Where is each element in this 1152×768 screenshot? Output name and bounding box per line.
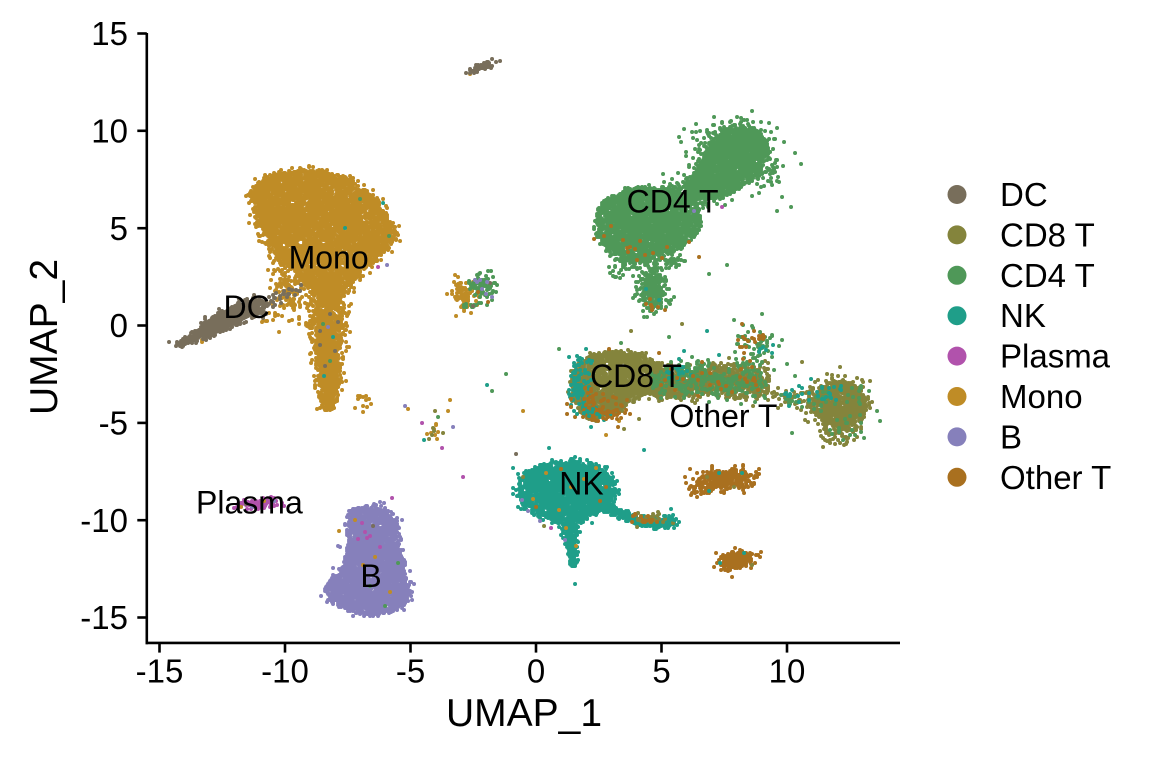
svg-text:UMAP_2: UMAP_2: [23, 259, 66, 415]
svg-text:DC: DC: [1000, 176, 1048, 213]
svg-text:CD4 T: CD4 T: [627, 183, 719, 219]
svg-text:15: 15: [91, 15, 128, 52]
svg-text:0: 0: [527, 653, 545, 690]
svg-text:CD8 T: CD8 T: [590, 358, 682, 394]
svg-text:Plasma: Plasma: [196, 485, 303, 521]
svg-text:Other T: Other T: [1000, 459, 1111, 496]
svg-text:Mono: Mono: [289, 239, 369, 275]
svg-text:-15: -15: [136, 653, 184, 690]
svg-text:B: B: [360, 558, 381, 594]
svg-text:5: 5: [652, 653, 670, 690]
svg-text:NK: NK: [559, 466, 603, 502]
svg-text:-10: -10: [261, 653, 309, 690]
svg-text:NK: NK: [1000, 297, 1046, 334]
svg-text:0: 0: [110, 307, 128, 344]
svg-text:-15: -15: [80, 599, 128, 636]
svg-text:CD8 T: CD8 T: [1000, 216, 1095, 253]
svg-text:CD4 T: CD4 T: [1000, 257, 1095, 294]
svg-text:-5: -5: [99, 405, 128, 442]
svg-text:Mono: Mono: [1000, 378, 1083, 415]
svg-text:Plasma: Plasma: [1000, 338, 1111, 375]
svg-text:Other T: Other T: [670, 398, 778, 434]
svg-text:10: 10: [769, 653, 806, 690]
svg-text:5: 5: [110, 210, 128, 247]
svg-text:-5: -5: [396, 653, 425, 690]
svg-text:10: 10: [91, 112, 128, 149]
svg-text:B: B: [1000, 418, 1022, 455]
svg-text:DC: DC: [223, 289, 269, 325]
svg-text:UMAP_1: UMAP_1: [446, 692, 602, 735]
svg-text:-10: -10: [80, 502, 128, 539]
